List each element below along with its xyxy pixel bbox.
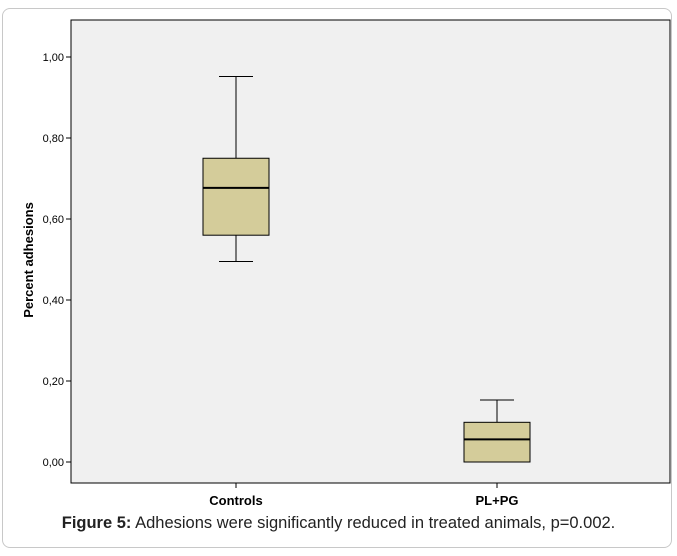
- box-series: [202, 75, 531, 463]
- y-tick-label: 0,60: [43, 214, 64, 226]
- boxplot-chart: 0,00 0,20 0,40 0,60 0,80 1,00 Controls PL+PG P…: [21, 19, 671, 508]
- plot-area: [70, 19, 671, 484]
- x-tick-label: PL+PG: [476, 493, 519, 508]
- y-axis-label: Percent adhesions: [21, 202, 36, 318]
- x-tick-label: Controls: [209, 493, 262, 508]
- caption-lead: Figure 5:: [61, 514, 132, 532]
- box-controls: [202, 157, 270, 236]
- y-tick-label: 0,80: [43, 133, 64, 145]
- caption-text: Adhesions were significantly reduced in …: [131, 514, 616, 532]
- x-axis: Controls PL+PG: [209, 483, 519, 508]
- y-tick-label: 0,40: [43, 295, 64, 307]
- box-pl-pg: [463, 421, 531, 463]
- y-axis: 0,00 0,20 0,40 0,60 0,80 1,00: [43, 52, 71, 469]
- y-tick-label: 0,00: [43, 457, 64, 469]
- y-tick-label: 0,20: [43, 376, 64, 388]
- y-tick-label: 1,00: [43, 52, 64, 64]
- figure-caption: Figure 5: Adhesions were significantly r…: [0, 514, 677, 533]
